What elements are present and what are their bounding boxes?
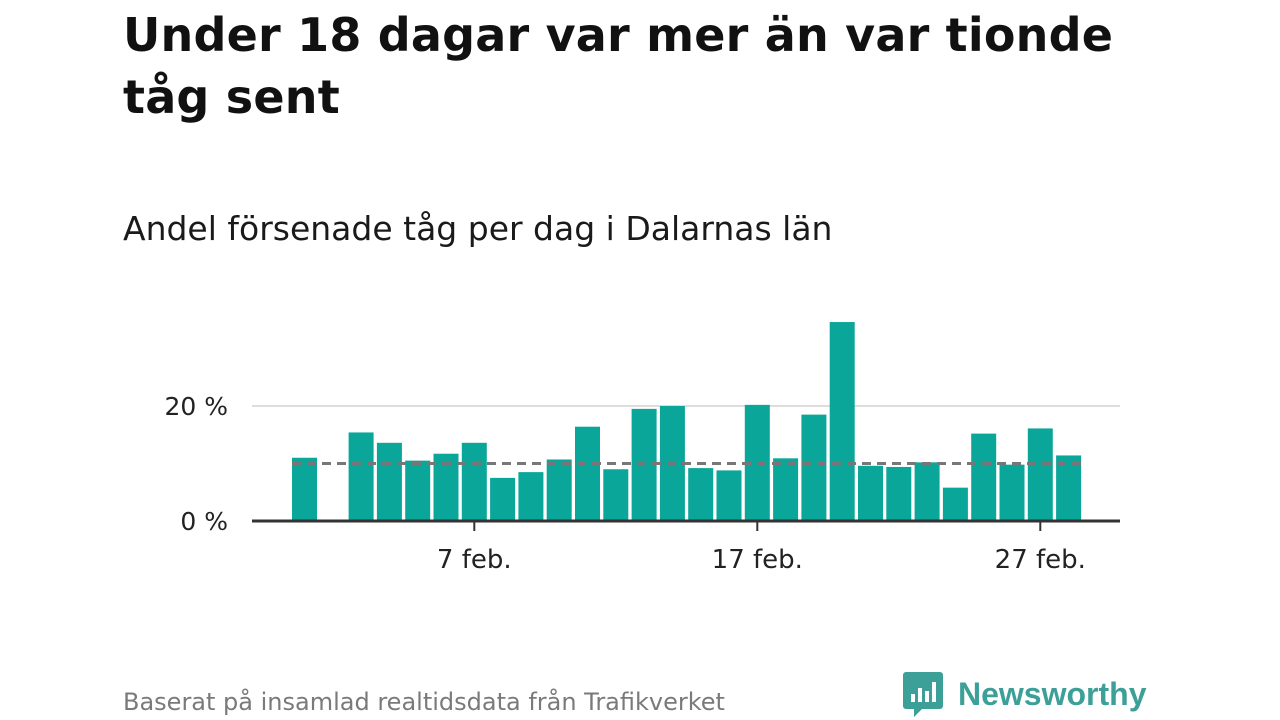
source-note: Baserat på insamlad realtidsdata från Tr… <box>123 688 725 716</box>
y-tick-label: 0 % <box>180 507 228 536</box>
brand-name: Newsworthy <box>958 676 1147 712</box>
bar-8 <box>490 477 516 521</box>
bar-23 <box>914 462 940 521</box>
bar-24 <box>942 487 968 521</box>
bar-15 <box>688 468 714 521</box>
x-tick-label: 7 feb. <box>437 545 512 575</box>
bar-9 <box>518 472 544 521</box>
bar-18 <box>773 458 799 521</box>
bar-22 <box>886 466 912 521</box>
bar-20 <box>829 322 855 521</box>
bar-chart: 0 % 20 % 7 feb. 17 feb. 27 feb. <box>164 322 1120 575</box>
brand-logo: Newsworthy <box>902 670 1146 718</box>
bar-11 <box>575 426 600 521</box>
bar-26 <box>999 464 1025 521</box>
bar-12 <box>603 469 629 521</box>
bar-16 <box>716 470 742 521</box>
x-tick-label: 17 feb. <box>712 545 803 575</box>
bar-25 <box>971 433 997 521</box>
bar-10 <box>546 459 572 521</box>
bar-3 <box>348 432 374 521</box>
bar-1 <box>292 457 317 521</box>
chart-subtitle: Andel försenade tåg per dag i Dalarnas l… <box>123 209 833 248</box>
bar-5 <box>405 460 431 521</box>
chart-speech-bubble-icon <box>903 672 943 717</box>
bar-4 <box>376 442 402 521</box>
bar-21 <box>858 465 883 521</box>
bar-19 <box>801 414 827 521</box>
bar-27 <box>1027 428 1053 521</box>
bar-28 <box>1056 455 1082 521</box>
bar-7 <box>461 442 487 521</box>
x-tick-label: 27 feb. <box>995 545 1086 575</box>
y-tick-label: 20 % <box>164 392 228 421</box>
chart-title: Under 18 dagar var mer än var tionde tåg… <box>123 8 1114 124</box>
